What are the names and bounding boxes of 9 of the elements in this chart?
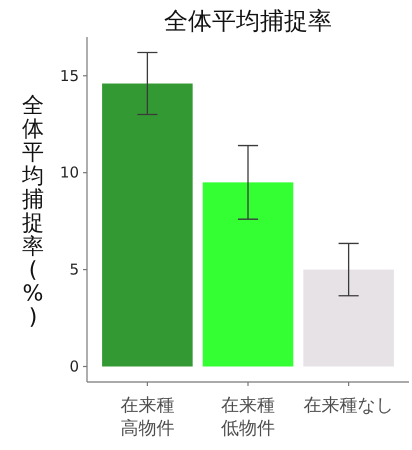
y-tick-label: 10 [60,164,79,182]
y-tick-label: 0 [69,358,79,376]
x-tick-label: 在来種低物件 [221,395,275,439]
x-tick-label: 在来種高物件 [120,395,174,439]
y-axis-title: 全体平均捕捉率(%) [22,92,44,330]
x-tick-label: 在来種なし [304,395,394,416]
chart-title: 全体平均捕捉率 [164,7,332,35]
y-tick-label: 5 [69,260,79,279]
y-tick-label: 15 [60,66,79,85]
